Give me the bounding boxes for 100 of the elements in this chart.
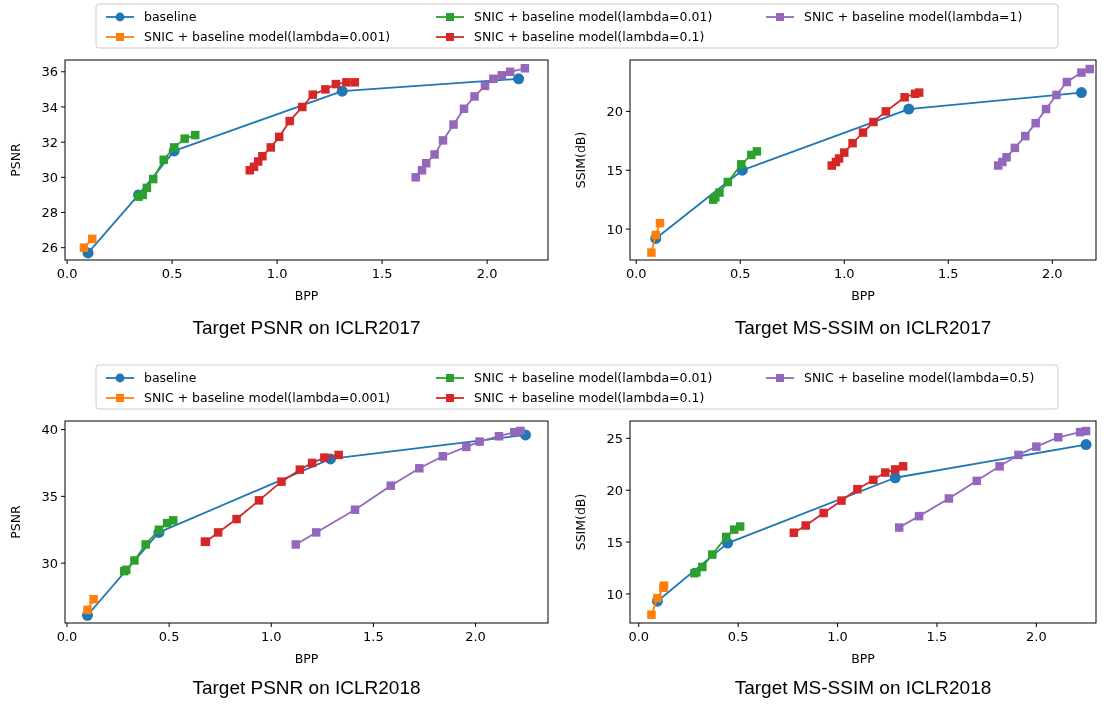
point — [789, 528, 799, 537]
point — [647, 248, 656, 257]
x-tick-label: 1.5 — [926, 629, 948, 644]
point — [320, 453, 329, 462]
y-tick-label: 15 — [606, 162, 623, 178]
y-tick-label: 10 — [606, 586, 623, 602]
point — [154, 525, 164, 534]
point — [254, 496, 264, 505]
point — [489, 74, 498, 84]
text: Target MS-SSIM on ICLR2017 — [734, 317, 992, 338]
point — [138, 190, 147, 200]
point — [475, 437, 484, 446]
point — [462, 442, 471, 452]
x-tick-label: 1.0 — [266, 266, 288, 281]
x-tick-label: 0.5 — [727, 629, 749, 644]
x-tick-label: 1.5 — [371, 266, 393, 281]
point — [1075, 87, 1087, 99]
point — [914, 88, 924, 97]
point — [89, 594, 98, 604]
y-tick-label: 36 — [41, 64, 58, 80]
point — [342, 78, 351, 87]
legend-label: SNIC + baseline model(lambda=1) — [804, 9, 1023, 25]
x-tick-label: 2.0 — [476, 266, 498, 281]
point — [350, 505, 360, 514]
point — [752, 147, 762, 156]
point — [520, 64, 530, 73]
text: Target PSNR on ICLR2018 — [192, 677, 421, 698]
x-tick-label: 2.0 — [465, 629, 486, 644]
point — [708, 550, 717, 559]
point — [350, 78, 360, 87]
point — [869, 475, 878, 485]
point — [470, 92, 479, 101]
point — [266, 143, 276, 152]
x-tick-label: 1.5 — [937, 266, 959, 281]
point — [890, 465, 900, 474]
y-tick-label: 26 — [41, 240, 58, 256]
point — [853, 484, 862, 494]
x-tick-label: 1.5 — [363, 629, 384, 644]
point — [848, 138, 857, 148]
point — [1080, 439, 1092, 451]
y-tick-label: 32 — [41, 134, 58, 150]
legend-label: SNIC + baseline model(lambda=0.5) — [804, 370, 1035, 386]
x-axis-title: BPP — [851, 288, 876, 303]
point — [334, 450, 343, 460]
point — [513, 73, 525, 85]
point — [79, 243, 89, 252]
point — [411, 173, 420, 182]
point — [1014, 450, 1023, 460]
x-tick-label: 1.0 — [260, 629, 282, 644]
legend-label: SNIC + baseline model(lambda=0.1) — [474, 390, 705, 406]
point — [438, 136, 448, 145]
point — [819, 508, 828, 518]
point — [311, 528, 321, 537]
point — [277, 477, 286, 486]
point — [1002, 153, 1011, 162]
x-tick-label: 1.0 — [833, 266, 855, 281]
point — [449, 120, 458, 129]
y-tick-label: 30 — [41, 169, 58, 185]
point — [737, 160, 746, 169]
legend-label: SNIC + baseline model(lambda=0.001) — [144, 29, 391, 45]
point — [130, 556, 139, 565]
point — [88, 234, 97, 244]
point — [837, 496, 846, 505]
point — [698, 562, 707, 572]
x-axis-title: BPP — [294, 651, 319, 666]
point — [213, 528, 223, 537]
y-tick-label: 25 — [606, 430, 623, 446]
point — [180, 134, 189, 143]
point — [232, 514, 241, 524]
y-tick-label: 30 — [41, 555, 58, 571]
text: Target PSNR on ICLR2017 — [192, 317, 421, 338]
x-tick-label: 0.0 — [56, 629, 78, 644]
point — [881, 468, 890, 477]
point — [1052, 90, 1061, 100]
point — [298, 102, 307, 112]
y-tick-label: 10 — [606, 221, 623, 237]
y-axis-title: SSIM(dB) — [573, 493, 588, 551]
point — [83, 605, 92, 615]
point — [1077, 68, 1086, 77]
point — [291, 540, 301, 549]
point — [881, 107, 891, 116]
point — [1032, 442, 1041, 451]
legend-label: baseline — [144, 9, 197, 25]
point — [801, 521, 810, 530]
point — [858, 128, 868, 137]
x-tick-label: 2.0 — [1041, 266, 1063, 281]
point — [497, 71, 507, 80]
point — [285, 116, 294, 126]
legend-label: SNIC + baseline model(lambda=0.01) — [474, 9, 713, 25]
point — [869, 117, 878, 127]
y-tick-label: 35 — [41, 488, 58, 504]
point — [308, 90, 318, 99]
legend-label: SNIC + baseline model(lambda=0.1) — [474, 29, 705, 45]
point — [438, 452, 448, 461]
y-axis-title: SSIM(dB) — [573, 131, 588, 189]
y-tick-label: 28 — [41, 205, 58, 221]
y-tick-label: 40 — [41, 422, 58, 438]
point — [903, 103, 915, 115]
x-tick-label: 0.0 — [628, 629, 650, 644]
point — [898, 462, 908, 471]
